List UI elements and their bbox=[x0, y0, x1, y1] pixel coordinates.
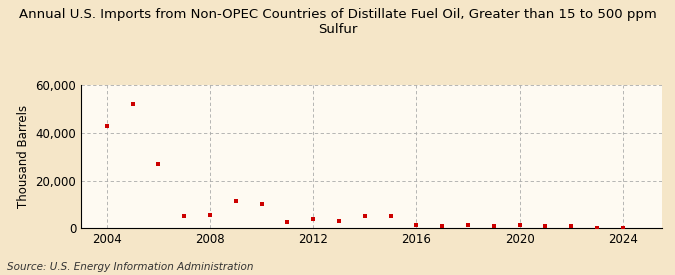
Point bbox=[282, 220, 293, 224]
Point bbox=[230, 199, 241, 203]
Point bbox=[489, 224, 500, 228]
Point bbox=[179, 214, 190, 219]
Point bbox=[333, 219, 344, 223]
Point bbox=[411, 222, 422, 227]
Point bbox=[591, 226, 602, 230]
Text: Source: U.S. Energy Information Administration: Source: U.S. Energy Information Administ… bbox=[7, 262, 253, 272]
Point bbox=[566, 224, 576, 228]
Point bbox=[205, 213, 215, 217]
Point bbox=[153, 162, 164, 166]
Point bbox=[256, 202, 267, 207]
Point bbox=[514, 222, 525, 227]
Point bbox=[437, 224, 448, 228]
Y-axis label: Thousand Barrels: Thousand Barrels bbox=[17, 105, 30, 208]
Point bbox=[308, 216, 319, 221]
Point bbox=[540, 224, 551, 228]
Point bbox=[618, 226, 628, 230]
Point bbox=[385, 214, 396, 219]
Text: Annual U.S. Imports from Non-OPEC Countries of Distillate Fuel Oil, Greater than: Annual U.S. Imports from Non-OPEC Countr… bbox=[19, 8, 656, 36]
Point bbox=[359, 214, 370, 219]
Point bbox=[127, 102, 138, 106]
Point bbox=[101, 123, 112, 128]
Point bbox=[462, 222, 473, 227]
